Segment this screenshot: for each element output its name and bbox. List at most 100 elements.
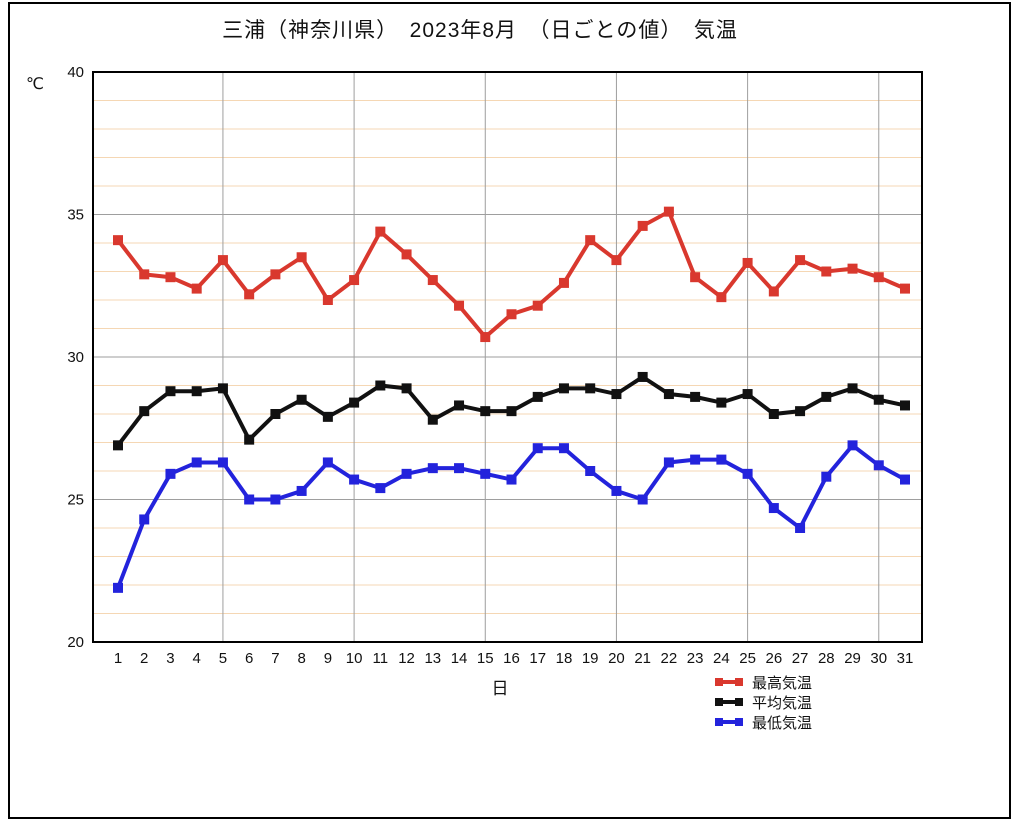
avg-temp-marker — [611, 389, 622, 400]
x-tick-label: 30 — [870, 650, 887, 667]
max-temp-marker — [506, 309, 517, 320]
max-temp-marker — [663, 206, 674, 217]
x-tick-label: 8 — [297, 650, 305, 667]
x-tick-label: 20 — [608, 650, 625, 667]
x-tick-label: 13 — [424, 650, 441, 667]
min-temp-marker — [191, 457, 202, 468]
min-temp-marker — [663, 457, 674, 468]
x-tick-label: 26 — [765, 650, 782, 667]
x-tick-label: 21 — [634, 650, 651, 667]
avg-temp-marker — [768, 409, 779, 419]
page-border — [8, 2, 1011, 819]
avg-temp-marker — [113, 440, 123, 451]
max-temp-marker — [244, 289, 255, 300]
x-tick-label: 29 — [844, 650, 861, 667]
x-tick-label: 9 — [324, 650, 332, 667]
min-temp-marker — [742, 468, 753, 479]
min-temp-line — [116, 442, 906, 589]
avg-temp-marker — [454, 400, 465, 411]
max-temp-marker — [139, 269, 150, 280]
y-tick-label: 35 — [67, 207, 84, 224]
max-temp-marker — [322, 295, 333, 305]
min-temp-marker — [768, 503, 779, 514]
min-temp-marker — [296, 485, 307, 496]
max-temp-marker — [847, 263, 858, 274]
avg-temp-marker — [585, 383, 596, 394]
x-tick-label: 6 — [245, 650, 253, 667]
x-tick-label: 1 — [114, 650, 122, 667]
max-temp-marker — [585, 235, 596, 246]
avg-temp-marker — [742, 389, 753, 400]
legend-item-avg-temp: 平均気温 — [715, 692, 813, 712]
max-temp-marker — [611, 255, 622, 266]
max-temp-marker — [742, 257, 753, 268]
avg-temp-marker — [663, 389, 674, 400]
max-temp-marker — [191, 283, 202, 294]
min-temp-marker — [637, 494, 648, 505]
y-tick-label: 25 — [67, 492, 84, 509]
min-temp-marker — [217, 457, 228, 468]
min-temp-marker — [690, 454, 701, 465]
min-temp-marker — [611, 485, 622, 496]
avg-temp-marker — [873, 394, 884, 405]
avg-temp-marker — [322, 411, 333, 422]
min-temp-line-swatch — [715, 718, 743, 726]
max-temp-marker — [349, 275, 360, 286]
min-temp-marker — [506, 474, 517, 485]
avg-temp-marker — [480, 406, 491, 417]
avg-temp-marker — [900, 400, 910, 411]
x-tick-label: 31 — [897, 650, 914, 667]
max-temp-marker — [795, 255, 806, 266]
x-axis-title: 日 — [491, 679, 509, 698]
avg-temp-marker — [270, 409, 281, 419]
avg-temp-marker — [795, 406, 806, 417]
x-tick-label: 18 — [556, 650, 573, 667]
avg-temp-marker — [427, 414, 438, 425]
x-tick-label: 17 — [529, 650, 546, 667]
max-temp-marker — [558, 277, 569, 288]
x-tick-label: 4 — [193, 650, 201, 667]
x-tick-label: 23 — [687, 650, 704, 667]
avg-temp-marker — [375, 380, 386, 391]
min-temp-marker — [873, 460, 884, 471]
y-tick-label: 40 — [67, 64, 84, 81]
y-tick-label: 30 — [67, 349, 84, 366]
avg-temp-marker — [191, 386, 202, 397]
x-tick-label: 10 — [346, 650, 363, 667]
avg-temp-marker — [821, 391, 832, 402]
x-tick-label: 24 — [713, 650, 730, 667]
min-temp-marker — [165, 468, 176, 479]
avg-temp-marker — [558, 383, 569, 394]
x-tick-label: 12 — [398, 650, 415, 667]
x-tick-label: 27 — [792, 650, 809, 667]
min-temp-marker — [480, 468, 491, 479]
min-temp-marker — [375, 483, 386, 494]
avg-temp-marker — [716, 397, 727, 408]
legend-item-min-temp: 最低気温 — [715, 712, 812, 732]
min-temp-marker — [847, 440, 858, 451]
avg-temp-marker — [217, 383, 228, 394]
x-tick-label: 28 — [818, 650, 835, 667]
legend-label-avg-temp: 平均気温 — [752, 694, 813, 712]
min-temp-marker — [349, 474, 360, 485]
x-tick-label: 25 — [739, 650, 756, 667]
avg-temp-line-swatch — [715, 698, 743, 706]
max-temp-marker — [375, 226, 386, 237]
avg-temp-marker — [139, 406, 150, 417]
legend-label-max-temp: 最高気温 — [752, 674, 813, 692]
max-temp-marker — [900, 283, 910, 294]
max-temp-marker — [532, 300, 543, 311]
max-temp-marker — [427, 275, 438, 286]
min-temp-marker — [427, 463, 438, 474]
min-temp-marker — [270, 494, 281, 505]
max-temp-marker — [165, 272, 176, 283]
y-tick-label: 20 — [67, 634, 84, 651]
max-temp-marker — [821, 266, 832, 277]
avg-temp-marker — [690, 391, 701, 402]
x-tick-label: 22 — [661, 650, 678, 667]
min-temp-marker — [322, 457, 333, 468]
max-temp-marker — [454, 300, 465, 311]
min-temp-marker — [139, 514, 150, 525]
